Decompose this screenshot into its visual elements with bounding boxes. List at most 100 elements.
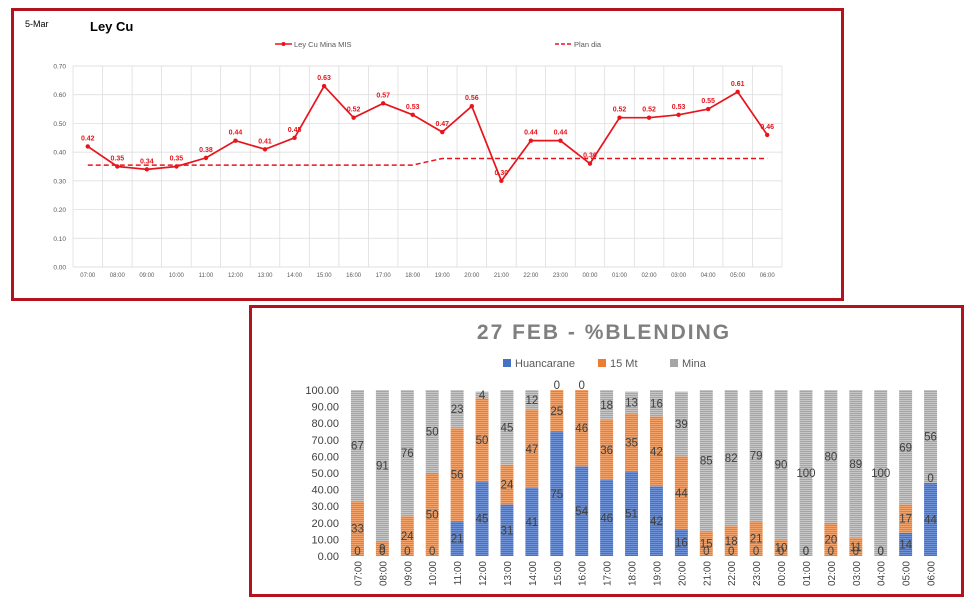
bar-x-tick-label: 13:00 [503, 561, 514, 586]
bar-data-label: 75 [550, 489, 563, 501]
bar-data-label: 20 [824, 534, 837, 546]
mis-data-label: 0.55 [701, 98, 715, 105]
bar-data-label: 0 [853, 546, 859, 558]
bar-data-label: 0 [927, 473, 933, 485]
bar-data-label: 0 [878, 546, 884, 558]
bar-segment [699, 531, 713, 556]
bar-x-tick-label: 07:00 [353, 561, 364, 586]
line-x-tick-label: 08:00 [110, 273, 126, 279]
bar-data-label: 100 [871, 468, 890, 480]
bar-data-label: 56 [924, 431, 937, 443]
legend-swatch-mina [670, 359, 678, 367]
mis-data-label: 0.35 [111, 156, 125, 163]
bar-x-tick-label: 15:00 [553, 561, 564, 586]
bar-data-label: 33 [351, 524, 364, 536]
bar-segment [625, 391, 639, 414]
bar-segment [350, 390, 364, 502]
legend-label-15mt: 15 Mt [610, 358, 638, 370]
bar-data-label: 0 [429, 546, 435, 558]
bar-segment [774, 390, 788, 540]
bar-segment [450, 521, 464, 556]
bar-data-label: 17 [899, 514, 912, 526]
bar-data-label: 76 [401, 448, 414, 460]
bar-segment [749, 390, 763, 522]
mis-point [233, 138, 238, 143]
bar-data-label: 100 [796, 468, 815, 480]
legend-label-plan: Plan dia [574, 40, 602, 49]
bar-segment [525, 390, 539, 410]
bar-y-axis: 0.00 10.00 20.00 30.00 40.00 50.00 60.00 70.00 8… [305, 385, 339, 563]
line-x-tick-label: 17:00 [376, 273, 392, 279]
bar-segment [674, 456, 688, 530]
bar-segment [899, 532, 913, 556]
bar-data-label: 18 [725, 536, 738, 548]
bar-data-label: 69 [899, 442, 912, 454]
bar-y-tick-label: 50.00 [311, 468, 339, 480]
bar-data-label: 45 [501, 422, 514, 434]
mis-data-label: 0.56 [465, 95, 479, 102]
line-x-tick-label: 07:00 [80, 273, 96, 279]
bar-data-label: 56 [451, 470, 464, 482]
bar-data-label: 42 [650, 446, 663, 458]
bar-data-label: 46 [575, 423, 588, 435]
mis-point [174, 164, 179, 169]
line-x-tick-label: 00:00 [582, 273, 598, 279]
bar-segment [550, 431, 564, 556]
bar-segment [475, 481, 489, 556]
bar-x-tick-label: 11:00 [453, 561, 464, 586]
bar-x-tick-label: 02:00 [827, 561, 838, 586]
line-y-tick-label: 0.40 [53, 150, 66, 157]
mis-point [351, 115, 356, 120]
bar-data-label: 16 [650, 398, 663, 410]
line-x-tick-label: 12:00 [228, 273, 244, 279]
bar-segment [924, 482, 938, 556]
bar-x-tick-label: 09:00 [403, 561, 414, 586]
bar-data-label: 90 [775, 460, 788, 472]
bar-y-tick-label: 100.00 [305, 385, 339, 397]
line-chart-title: Ley Cu [90, 19, 133, 34]
bar-stacks [350, 390, 938, 556]
line-x-tick-label: 19:00 [435, 273, 451, 279]
line-x-tick-label: 03:00 [671, 273, 687, 279]
bar-data-label: 0 [728, 546, 734, 558]
bar-data-label: 13 [625, 397, 638, 409]
bar-x-tick-label: 06:00 [927, 561, 938, 586]
bar-data-label: 0 [379, 546, 385, 558]
line-x-tick-label: 18:00 [405, 273, 421, 279]
mis-point [469, 104, 475, 109]
line-legend: Ley Cu Mina MIS Plan dia [275, 40, 602, 49]
bar-y-tick-label: 30.00 [311, 501, 339, 513]
line-grid [72, 65, 783, 268]
line-x-tick-label: 21:00 [494, 273, 510, 279]
bar-data-label: 12 [525, 395, 538, 407]
bar-data-label: 82 [725, 453, 738, 465]
bar-segment [400, 516, 414, 556]
mis-data-label: 0.52 [347, 107, 361, 114]
bar-segment [724, 390, 738, 527]
bar-x-axis: 07:00 08:00 09:00 10:00 11:00 12:00 13:00 14:00… [353, 561, 937, 586]
bar-data-label: 0 [878, 546, 884, 558]
bar-segment [575, 466, 589, 556]
line-x-tick-label: 15:00 [317, 273, 333, 279]
bar-x-tick-label: 14:00 [528, 561, 539, 586]
bar-x-tick-label: 03:00 [852, 561, 863, 586]
bar-segment [649, 416, 663, 487]
bar-segment [674, 391, 688, 457]
line-y-tick-label: 0.50 [53, 121, 66, 128]
legend-label-mis: Ley Cu Mina MIS [294, 40, 352, 49]
mis-data-label: 0.44 [229, 130, 243, 137]
line-x-axis: 07:00 08:00 09:00 10:00 11:00 12:00 13:00 14:00… [80, 273, 775, 279]
bar-segment [600, 419, 614, 480]
bar-data-label: 51 [625, 509, 638, 521]
bar-x-tick-label: 21:00 [702, 561, 713, 586]
bar-data-label: 0 [803, 546, 809, 558]
bar-data-label: 0 [354, 546, 360, 558]
line-y-tick-label: 0.20 [53, 207, 66, 214]
mis-point [705, 106, 711, 112]
mis-line [87, 84, 768, 183]
bar-segment [375, 390, 389, 542]
date-label: 5-Mar [25, 19, 49, 29]
line-x-tick-label: 13:00 [258, 273, 274, 279]
bar-segment [849, 390, 863, 538]
mis-point [380, 101, 386, 106]
